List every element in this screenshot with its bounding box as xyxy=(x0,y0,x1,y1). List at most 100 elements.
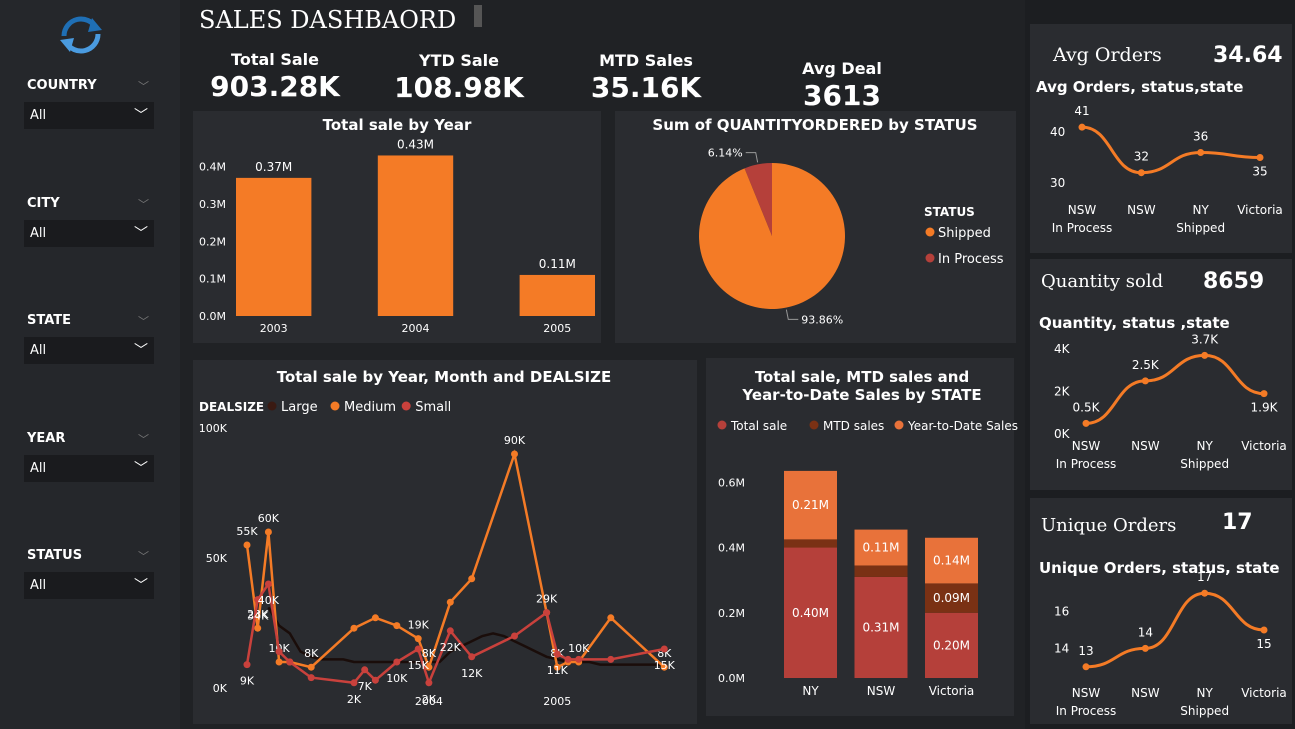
filter-sidebar: COUNTRY ﹀ All ﹀ CITY ﹀ All ﹀ STATE ﹀ All… xyxy=(0,0,180,729)
chevron-down-icon[interactable]: ﹀ xyxy=(138,550,149,563)
data-label: 0.11M xyxy=(539,257,576,271)
card-avg-orders xyxy=(1030,24,1292,253)
data-point xyxy=(564,655,572,663)
chevron-down-icon[interactable]: ﹀ xyxy=(138,315,149,328)
data-label: 10K xyxy=(568,642,590,655)
data-label: 15K xyxy=(654,659,676,672)
y-tick-label: 4K xyxy=(1054,342,1071,356)
data-label: 2K xyxy=(347,693,362,706)
x-tick-label: NSW xyxy=(1127,203,1156,217)
data-point xyxy=(468,653,476,661)
legend-marker xyxy=(717,420,727,430)
data-point xyxy=(607,655,615,663)
bar-segment xyxy=(925,537,978,584)
bar-segment xyxy=(925,612,978,678)
legend-label: In Process xyxy=(938,252,1004,267)
chevron-down-icon[interactable]: ﹀ xyxy=(138,433,149,446)
data-point xyxy=(350,624,358,632)
country-select[interactable]: All ﹀ xyxy=(24,102,154,129)
x-tick-label: Shipped xyxy=(1180,457,1229,471)
x-tick-label: NSW xyxy=(1072,686,1101,700)
data-label: 36 xyxy=(1193,129,1208,143)
legend-label: Small xyxy=(415,400,451,415)
unique-orders-label: Unique Orders xyxy=(1041,515,1177,536)
y-tick-label: 16 xyxy=(1054,605,1069,619)
data-label: 19K xyxy=(408,619,430,632)
page-title: SALES DASHBAORD xyxy=(199,6,457,34)
year-select[interactable]: All ﹀ xyxy=(24,455,154,482)
kpi-label: MTD Sales xyxy=(599,51,693,70)
y-tick-label: 0.6M xyxy=(718,476,745,489)
chevron-down-icon[interactable]: ﹀ xyxy=(138,198,149,211)
data-point xyxy=(371,614,379,622)
data-label: 15 xyxy=(1256,637,1271,651)
status-select[interactable]: All ﹀ xyxy=(24,572,154,599)
x-tick-label: 2003 xyxy=(260,322,288,335)
data-label: 3.7K xyxy=(1191,332,1219,346)
data-label: 0.20M xyxy=(933,638,970,652)
chart-title: Year-to-Date Sales by STATE xyxy=(741,386,981,404)
data-point xyxy=(1141,644,1149,652)
legend-title: DEALSIZE xyxy=(199,400,264,414)
quantity-value: 8659 xyxy=(1203,269,1265,294)
data-point xyxy=(254,624,262,632)
legend-title: STATUS xyxy=(924,205,975,219)
data-label: 60K xyxy=(258,512,280,525)
y-tick-label: 0.1M xyxy=(199,273,226,286)
filter-label: STATE xyxy=(27,313,72,328)
data-label: 35 xyxy=(1252,165,1267,179)
data-point xyxy=(414,645,422,653)
bar-segment xyxy=(784,547,837,678)
chart-title: Total sale by Year, Month and DEALSIZE xyxy=(277,368,612,386)
y-tick-label: 0.4M xyxy=(718,542,745,555)
unique-orders-value: 17 xyxy=(1222,510,1253,535)
data-label: 2.5K xyxy=(1132,358,1160,372)
data-point xyxy=(468,575,476,583)
data-point xyxy=(511,450,518,458)
state-select[interactable]: All ﹀ xyxy=(24,337,154,364)
y-tick-label: 2K xyxy=(1054,385,1071,399)
refresh-icon[interactable] xyxy=(52,12,110,58)
data-label: 0.09M xyxy=(933,591,970,605)
data-point xyxy=(254,596,262,604)
x-tick-label: Shipped xyxy=(1176,221,1225,235)
chart-title: Total sale by Year xyxy=(323,116,472,134)
x-tick-label: NSW xyxy=(1068,203,1097,217)
data-label: 23K xyxy=(247,608,269,621)
data-point xyxy=(553,663,561,671)
series-line xyxy=(1085,591,1265,669)
data-label: 0.40M xyxy=(792,606,829,620)
pie-slice xyxy=(744,163,772,236)
x-tick-label: Victoria xyxy=(1241,439,1287,453)
kpi-value: 35.16K xyxy=(590,71,702,104)
card-unique-orders xyxy=(1030,498,1292,724)
series-line xyxy=(267,606,665,666)
data-point xyxy=(264,580,272,588)
x-tick-label: 2004 xyxy=(415,695,443,708)
legend-marker xyxy=(267,401,277,411)
data-label: 7K xyxy=(358,680,373,693)
data-point xyxy=(361,666,369,674)
data-point xyxy=(414,635,422,643)
city-select[interactable]: All ﹀ xyxy=(24,220,154,247)
x-tick-label: NY xyxy=(1197,686,1214,700)
title-marker xyxy=(474,5,482,27)
legend-label: Year-to-Date Sales xyxy=(907,419,1018,433)
data-label: 9K xyxy=(240,675,255,688)
chevron-down-icon: ﹀ xyxy=(134,108,148,124)
filter-label: COUNTRY xyxy=(27,78,97,93)
data-label: 0.31M xyxy=(862,620,899,634)
data-point xyxy=(425,679,433,687)
data-label: 8K xyxy=(422,647,437,660)
data-point xyxy=(1197,148,1205,156)
chevron-down-icon[interactable]: ﹀ xyxy=(138,80,149,93)
data-label: 0.5K xyxy=(1073,400,1101,414)
data-point xyxy=(275,648,283,656)
legend-marker xyxy=(894,420,904,430)
data-point xyxy=(660,645,668,653)
chevron-down-icon: ﹀ xyxy=(134,578,148,594)
x-tick-label: NSW xyxy=(1131,439,1160,453)
data-point xyxy=(1082,419,1090,427)
x-tick-label: NSW xyxy=(1072,439,1101,453)
